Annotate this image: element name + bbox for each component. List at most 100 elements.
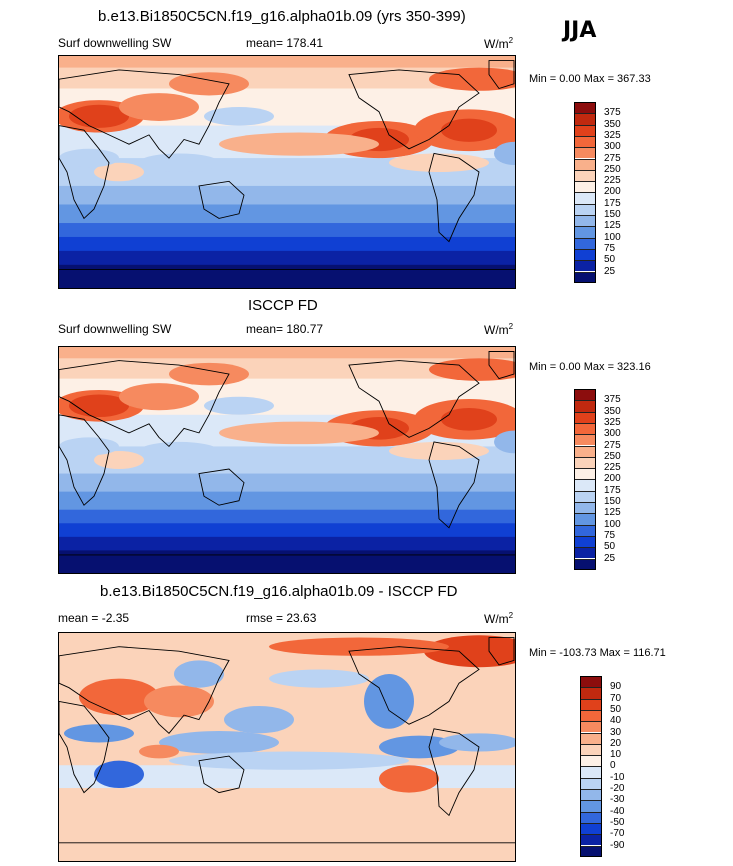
colorbar-swatch <box>574 456 596 469</box>
colorbar-tick-label: 275 <box>604 439 621 451</box>
colorbar-tick-label: 225 <box>604 175 621 187</box>
colorbar-tick-label: 250 <box>604 163 621 175</box>
colorbar-swatch <box>574 147 596 159</box>
colorbar-tick-label: 325 <box>604 129 621 141</box>
colorbar-tick-label: 350 <box>604 118 621 130</box>
colorbar-swatch <box>580 822 602 835</box>
colorbar-tick-label: -40 <box>610 805 625 817</box>
panel-3-mean-label: mean = -2.35 <box>58 611 130 625</box>
colorbar-swatch <box>574 445 596 457</box>
colorbar-swatch <box>574 158 596 170</box>
colorbar-tick-label: 50 <box>604 254 616 266</box>
colorbar-tick-label: 25 <box>604 552 616 564</box>
colorbar-tick-label: 70 <box>610 692 622 704</box>
panel-3-title: b.e13.Bi1850C5CN.f19_g16.alpha01b.09 - I… <box>100 583 458 600</box>
panel-2-variable-label: Surf downwelling SW <box>58 322 172 336</box>
colorbar-frame <box>580 676 602 857</box>
colorbar-swatch <box>574 203 596 215</box>
colorbar-swatch <box>580 709 602 722</box>
colorbar-tick-label: -20 <box>610 783 625 794</box>
panel-2-map <box>58 346 516 574</box>
colorbar-tick-label: 200 <box>604 186 621 198</box>
colorbar-swatch <box>574 468 596 480</box>
panel-1-variable-label: Surf downwelling SW <box>58 36 172 50</box>
colorbar-swatch <box>580 743 602 756</box>
colorbar-swatch <box>574 513 596 525</box>
colorbar-tick-label: 250 <box>604 450 621 462</box>
colorbar-tick-label: 30 <box>610 726 622 738</box>
colorbar-tick-label: 20 <box>610 737 622 749</box>
colorbar-swatch <box>574 113 596 125</box>
colorbar-tick-label: 0 <box>610 760 616 772</box>
colorbar-swatch <box>580 732 602 744</box>
map-plot <box>59 633 515 861</box>
colorbar-swatch <box>574 490 596 502</box>
colorbar-swatch <box>580 811 602 823</box>
colorbar-tick-label: 90 <box>610 681 622 693</box>
colorbar-tick-label: 275 <box>604 152 621 164</box>
colorbar-swatch <box>574 411 596 423</box>
colorbar-swatch <box>580 755 602 767</box>
colorbar-tick-label: 175 <box>604 484 621 496</box>
panel-3-map <box>58 632 516 862</box>
colorbar-tick-label: 150 <box>604 496 621 507</box>
colorbar-swatch <box>574 169 596 182</box>
colorbar-tick-label: 300 <box>604 141 621 153</box>
colorbar-swatch <box>574 135 596 148</box>
panel-2-minmax-label: Min = 0.00 Max = 323.16 <box>529 361 651 373</box>
colorbar-swatch <box>574 192 596 204</box>
colorbar-tick-label: 125 <box>604 507 621 519</box>
colorbar-swatch <box>574 271 596 283</box>
colorbar-swatch <box>580 777 602 789</box>
colorbar-swatch <box>580 687 602 699</box>
colorbar-tick-label: 200 <box>604 473 621 485</box>
colorbar-swatch <box>574 215 596 227</box>
colorbar-swatch <box>574 535 596 548</box>
colorbar-swatch <box>574 124 596 136</box>
panel-1-title: b.e13.Bi1850C5CN.f19_g16.alpha01b.09 (yr… <box>98 8 466 25</box>
colorbar-tick-label: -70 <box>610 828 625 840</box>
colorbar-tick-label: -50 <box>610 816 625 828</box>
colorbar-swatch <box>574 502 596 514</box>
colorbar-swatch <box>574 558 596 570</box>
colorbar-swatch <box>574 237 596 249</box>
panel-2-title: ISCCP FD <box>248 297 318 314</box>
colorbar-swatch <box>574 260 596 272</box>
colorbar-tick-label: 10 <box>610 749 622 761</box>
panel-2-mean-label: mean= 180.77 <box>246 322 324 336</box>
colorbar-tick-label: 125 <box>604 220 621 232</box>
panel-1-map <box>58 55 516 289</box>
colorbar-swatch <box>574 248 596 261</box>
colorbar-tick-label: 225 <box>604 462 621 474</box>
colorbar-tick-label: 375 <box>604 107 621 119</box>
colorbar-tick-label: 50 <box>610 703 622 715</box>
season-label: JJA <box>563 18 597 43</box>
colorbar-swatch <box>574 434 596 446</box>
panel-3-rmse-label: rmse = 23.63 <box>246 611 317 625</box>
map-plot <box>59 347 515 573</box>
colorbar-swatch <box>580 721 602 733</box>
panel-1-minmax-label: Min = 0.00 Max = 367.33 <box>529 73 651 85</box>
colorbar-tick-label: 100 <box>604 231 621 243</box>
panel-3-units-label: W/m2 <box>484 611 514 626</box>
colorbar-tick-label: 350 <box>604 405 621 417</box>
colorbar-tick-label: 40 <box>610 715 622 727</box>
colorbar-frame <box>574 389 596 570</box>
colorbar-frame <box>574 102 596 283</box>
colorbar-tick-label: 175 <box>604 197 621 209</box>
colorbar-swatch <box>574 479 596 491</box>
colorbar-swatch <box>580 834 602 846</box>
colorbar-swatch <box>580 845 602 857</box>
colorbar-tick-label: 150 <box>604 209 621 220</box>
panel-2-units-label: W/m2 <box>484 322 514 337</box>
colorbar-swatch <box>574 400 596 412</box>
panel-1-mean-label: mean= 178.41 <box>246 36 324 50</box>
colorbar-tick-label: 300 <box>604 428 621 440</box>
colorbar-swatch <box>574 524 596 536</box>
colorbar-tick-label: 375 <box>604 394 621 406</box>
colorbar-swatch <box>574 181 596 193</box>
colorbar-tick-label: 325 <box>604 416 621 428</box>
colorbar-swatch <box>580 789 602 801</box>
colorbar-tick-label: 75 <box>604 529 616 541</box>
colorbar-swatch <box>580 766 602 778</box>
